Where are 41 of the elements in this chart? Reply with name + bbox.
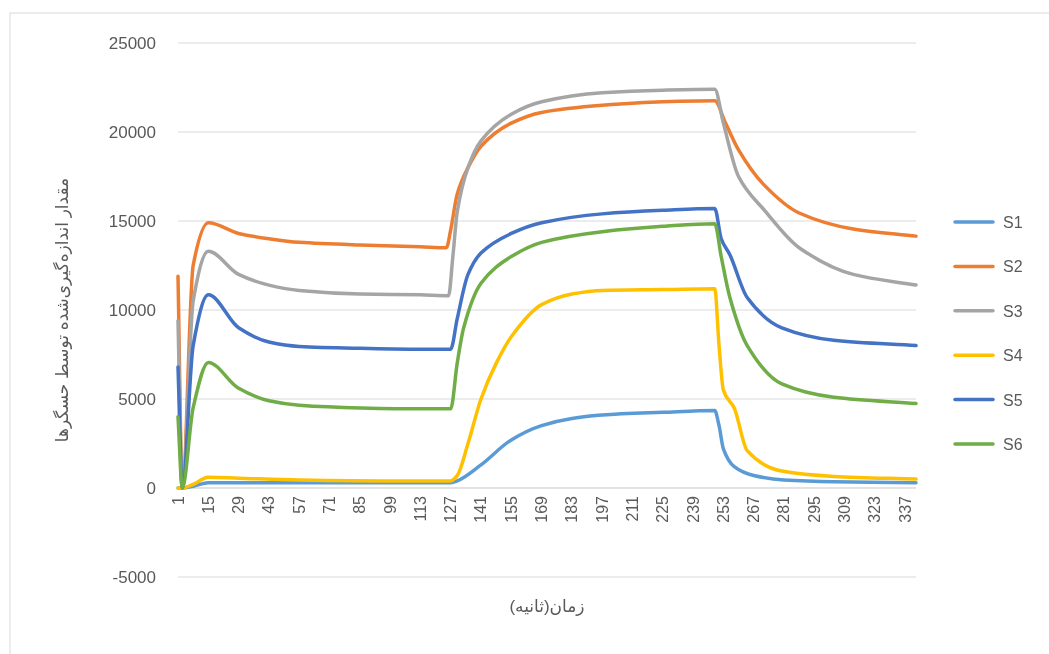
y-tick-label: 0	[146, 479, 156, 498]
legend-label: S6	[1003, 436, 1023, 453]
x-tick-label: 253	[714, 495, 732, 523]
x-tick-label: 155	[502, 495, 520, 523]
x-tick-label: 141	[472, 495, 490, 523]
x-tick-label: 43	[260, 495, 278, 514]
x-tick-label: 57	[290, 495, 308, 514]
x-tick-label: 71	[321, 495, 338, 514]
x-axis-title: زمان(ثانیه)	[509, 597, 585, 616]
x-tick-label: 295	[805, 495, 823, 523]
legend-label: S4	[1003, 347, 1023, 365]
x-tick-label: 337	[896, 495, 914, 523]
x-tick-label: 267	[745, 495, 763, 523]
y-tick-label: 10000	[108, 301, 156, 320]
x-tick-label: 169	[533, 495, 551, 523]
x-tick-label: 113	[411, 495, 429, 522]
x-tick-label: 99	[381, 495, 399, 514]
x-tick-label: 1	[169, 495, 187, 505]
x-tick-label: 309	[836, 495, 854, 523]
y-axis-title: مقدار اندازه‌گیری‌شده توسط حسگرها	[52, 177, 72, 443]
legend-label: S2	[1003, 258, 1023, 276]
legend-label: S3	[1003, 302, 1023, 320]
x-tick-label: 29	[230, 495, 248, 514]
x-tick-label: 281	[775, 495, 793, 523]
x-tick-label: 211	[623, 495, 641, 522]
legend-label: S1	[1003, 214, 1023, 231]
x-tick-label: 127	[442, 495, 460, 523]
y-tick-label: 25000	[108, 34, 156, 53]
x-tick-label: 183	[563, 495, 581, 523]
x-tick-label: 323	[866, 495, 884, 523]
y-tick-label: 15000	[108, 212, 156, 231]
y-tick-label: -5000	[112, 568, 156, 587]
x-tick-label: 15	[199, 495, 217, 514]
x-tick-label: 85	[351, 495, 369, 514]
x-tick-label: 239	[684, 495, 702, 523]
y-tick-label: 20000	[108, 123, 156, 142]
x-tick-label: 225	[654, 495, 672, 523]
x-tick-label: 197	[593, 495, 611, 523]
legend-label: S5	[1003, 391, 1023, 409]
line-series	[176, 286, 918, 490]
y-tick-label: 5000	[118, 390, 156, 409]
